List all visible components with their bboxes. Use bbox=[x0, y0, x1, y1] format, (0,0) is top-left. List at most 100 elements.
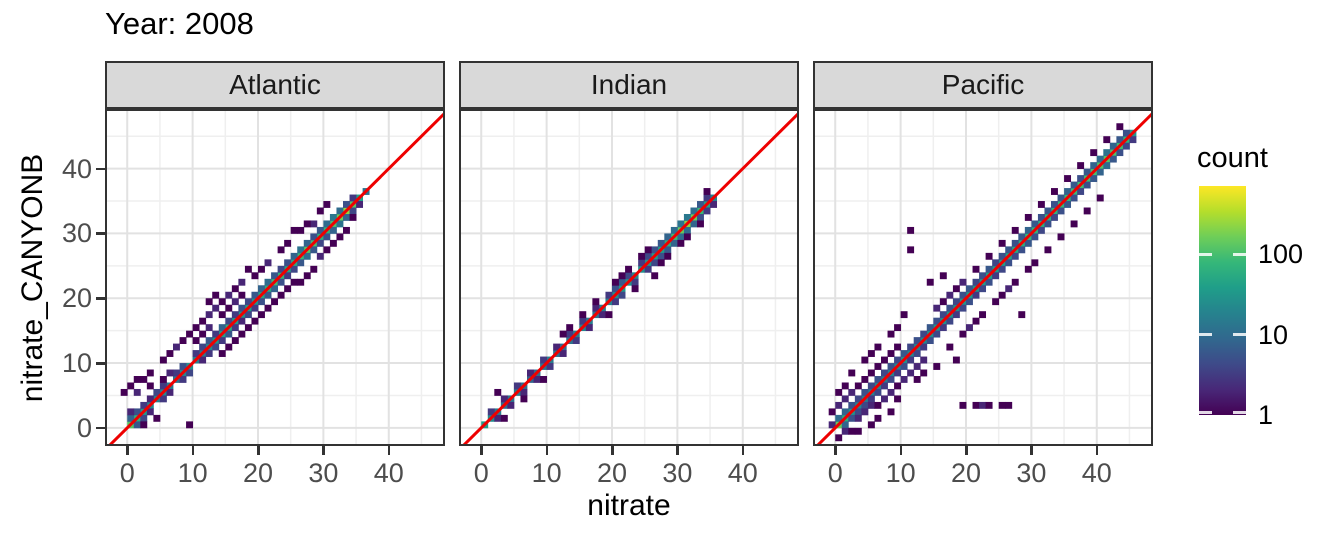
bin-rect bbox=[140, 421, 148, 429]
bin-rect bbox=[284, 272, 292, 280]
bin-rect bbox=[887, 350, 895, 357]
bin-rect bbox=[867, 395, 875, 403]
bin-rect bbox=[1109, 142, 1117, 150]
bin-rect bbox=[697, 201, 704, 208]
bin-rect bbox=[854, 414, 862, 422]
y-tick-label: 40 bbox=[61, 153, 92, 184]
bin-rect bbox=[657, 252, 665, 260]
bin-rect bbox=[238, 278, 246, 286]
bin-rect bbox=[343, 226, 350, 234]
legend-colorbar-tick bbox=[1233, 410, 1246, 414]
bin-rect bbox=[907, 343, 915, 351]
bin-rect bbox=[127, 382, 135, 390]
bin-rect bbox=[192, 324, 200, 332]
bin-rect bbox=[159, 356, 167, 364]
x-tick-mark bbox=[126, 446, 129, 455]
bin-rect bbox=[933, 363, 941, 370]
bin-rect bbox=[926, 337, 934, 345]
legend-tick-label: 1 bbox=[1258, 400, 1274, 430]
bin-rect bbox=[1018, 233, 1026, 241]
bin-rect bbox=[153, 388, 161, 396]
bin-rect bbox=[520, 388, 528, 396]
bin-rect bbox=[186, 421, 194, 429]
bin-rect bbox=[251, 304, 259, 312]
x-tick-mark bbox=[741, 446, 745, 455]
bin-rect bbox=[310, 220, 318, 228]
bin-rect bbox=[205, 298, 213, 306]
bin-rect bbox=[258, 298, 265, 306]
x-tick-mark bbox=[899, 446, 903, 455]
bin-rect bbox=[657, 259, 665, 267]
bin-rect bbox=[874, 388, 882, 396]
bin-rect bbox=[881, 382, 888, 390]
bin-rect bbox=[120, 388, 128, 396]
bin-rect bbox=[670, 239, 678, 247]
bin-rect bbox=[1083, 207, 1091, 215]
bin-rect bbox=[828, 421, 836, 429]
bin-rect bbox=[533, 376, 541, 383]
bin-rect bbox=[238, 317, 246, 325]
bin-rect bbox=[683, 226, 691, 234]
bin-rect bbox=[887, 363, 895, 370]
bin-rect bbox=[349, 207, 357, 215]
bin-rect bbox=[939, 298, 947, 306]
bin-rect bbox=[343, 201, 350, 208]
bin-rect bbox=[323, 201, 331, 208]
x-tick-label: 0 bbox=[473, 458, 489, 488]
bin-rect bbox=[854, 395, 862, 403]
bin-rect bbox=[140, 376, 148, 383]
bin-rect bbox=[1096, 194, 1104, 202]
bin-rect bbox=[297, 278, 305, 286]
bin-rect bbox=[179, 337, 187, 345]
bin-rect bbox=[710, 201, 718, 208]
bin-rect bbox=[625, 272, 633, 280]
bin-rect bbox=[894, 343, 902, 351]
bin-rect bbox=[887, 330, 895, 338]
bin-rect bbox=[894, 369, 902, 377]
bin-rect bbox=[487, 408, 495, 416]
bin-rect bbox=[173, 369, 180, 377]
bin-rect bbox=[356, 201, 364, 208]
legend-colorbar-tick bbox=[1233, 252, 1246, 256]
bin-rect bbox=[1051, 213, 1058, 221]
bin-rect bbox=[1090, 162, 1098, 170]
bin-rect bbox=[867, 350, 875, 357]
bin-rect bbox=[507, 401, 515, 409]
bin-rect bbox=[1070, 194, 1078, 202]
bin-rect bbox=[835, 434, 843, 442]
bin-rect bbox=[205, 324, 213, 332]
bin-rect bbox=[1116, 123, 1124, 131]
bin-rect bbox=[913, 350, 921, 357]
bin-rect bbox=[559, 330, 567, 338]
bin-rect bbox=[579, 317, 587, 325]
bin-rect bbox=[841, 421, 849, 429]
bin-rect bbox=[900, 350, 908, 357]
bin-rect bbox=[867, 369, 875, 377]
bin-rect bbox=[297, 246, 305, 254]
bin-rect bbox=[231, 285, 239, 293]
bin-rect bbox=[644, 252, 652, 260]
bin-rect bbox=[231, 337, 239, 345]
bin-rect bbox=[618, 278, 626, 286]
bin-rect bbox=[284, 285, 292, 293]
y-tick-mark bbox=[96, 297, 105, 300]
x-tick-label: 10 bbox=[531, 458, 562, 488]
bin-rect bbox=[1024, 265, 1032, 273]
bin-rect bbox=[258, 285, 265, 293]
bin-rect bbox=[133, 388, 141, 396]
bin-rect bbox=[225, 291, 233, 299]
bin-rect bbox=[703, 207, 711, 215]
bin-rect bbox=[1083, 168, 1091, 176]
bin-rect bbox=[959, 330, 967, 338]
bin-rect bbox=[598, 311, 606, 319]
bin-rect bbox=[631, 278, 639, 286]
bin-rect bbox=[998, 401, 1006, 409]
bin-rect bbox=[212, 291, 220, 299]
bin-rect bbox=[894, 324, 902, 332]
bin-rect bbox=[159, 376, 167, 383]
bin-rect bbox=[1044, 246, 1052, 254]
bin-rect bbox=[290, 265, 298, 273]
bin-rect bbox=[205, 311, 213, 319]
bin-rect bbox=[848, 401, 856, 409]
x-tick-mark bbox=[480, 446, 483, 455]
